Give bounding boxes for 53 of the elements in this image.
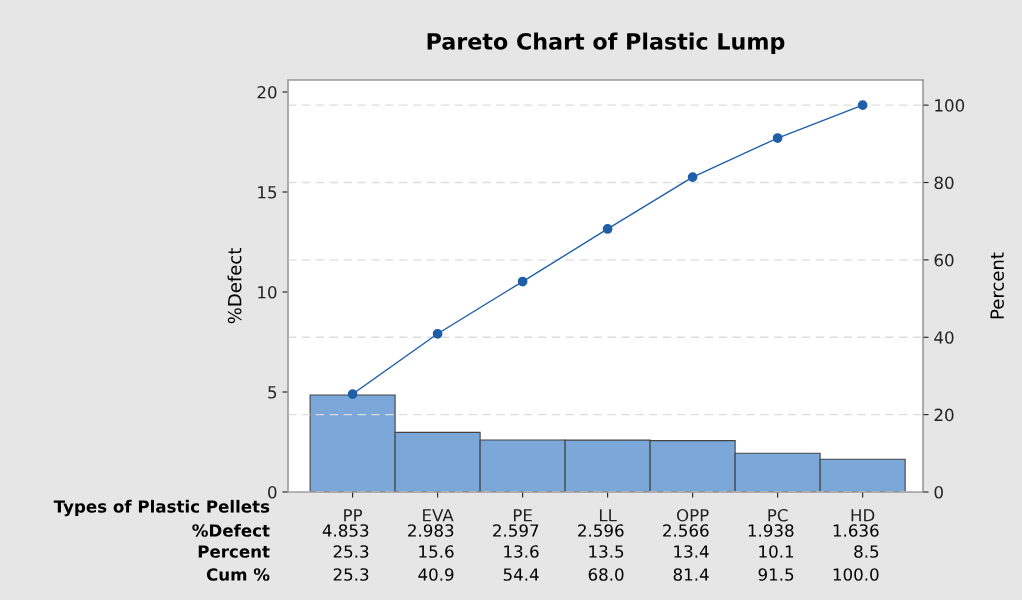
x-tick-label: HD: [851, 509, 875, 522]
x-tick-label: OPP: [676, 508, 709, 522]
y2-tick-label: 80: [934, 176, 954, 190]
point: [517, 276, 528, 287]
text: 4.853: [322, 524, 369, 537]
text: 68.0: [588, 568, 624, 581]
point: [772, 133, 783, 143]
text: 10.1: [759, 545, 794, 558]
text: 40.9: [418, 568, 454, 581]
y2-tick-label: 40: [934, 331, 954, 344]
y-tick-label: 5: [268, 386, 277, 399]
y-tick-label: 15: [258, 186, 277, 199]
text: 25.3: [333, 568, 369, 581]
x-tick-label: PE: [513, 509, 532, 522]
text: %Defect: [192, 523, 270, 537]
text: 15.6: [419, 545, 454, 558]
x-axis-title: Types of Plastic Pellets: [53, 499, 270, 517]
y-axis-title: %Defect: [227, 248, 242, 324]
x-tick-label: EVA: [423, 509, 454, 522]
text: 81.4: [673, 568, 709, 581]
text: 2.596: [578, 524, 624, 537]
text: 91.5: [758, 568, 794, 581]
text: Cum %: [206, 568, 270, 581]
text: 2.983: [408, 524, 454, 537]
text: 100.0: [833, 568, 879, 581]
point: [432, 328, 443, 339]
y-tick-label: 10: [258, 285, 277, 299]
text: 13.4: [674, 545, 709, 558]
x-tick-label: PC: [768, 508, 788, 522]
chart-title: Pareto Chart of Plastic Lump: [427, 32, 785, 55]
point: [687, 172, 698, 182]
y-tick-label: 0: [268, 485, 277, 499]
text: 8.5: [854, 545, 879, 558]
text: 2.566: [663, 524, 709, 537]
y2-tick-label: 100: [935, 99, 965, 112]
text: 54.4: [503, 568, 539, 581]
point: [602, 224, 613, 234]
x-tick-label: PP: [344, 509, 363, 522]
y2-tick-label: 0: [934, 485, 943, 499]
y2-tick-label: 60: [934, 253, 954, 267]
point: [347, 389, 358, 399]
text: 13.5: [589, 545, 624, 558]
text: 1.938: [748, 524, 794, 537]
text: 2.597: [493, 524, 539, 537]
point: [857, 100, 868, 111]
text: 13.6: [504, 545, 539, 558]
text: Percent: [198, 545, 270, 558]
x-tick-label: LL: [599, 509, 617, 522]
text: 25.3: [333, 545, 369, 558]
y2-axis-title: Percent: [990, 252, 1004, 319]
y-tick-label: 20: [257, 85, 277, 99]
text: 1.636: [833, 524, 879, 537]
y2-tick-label: 20: [934, 408, 954, 422]
